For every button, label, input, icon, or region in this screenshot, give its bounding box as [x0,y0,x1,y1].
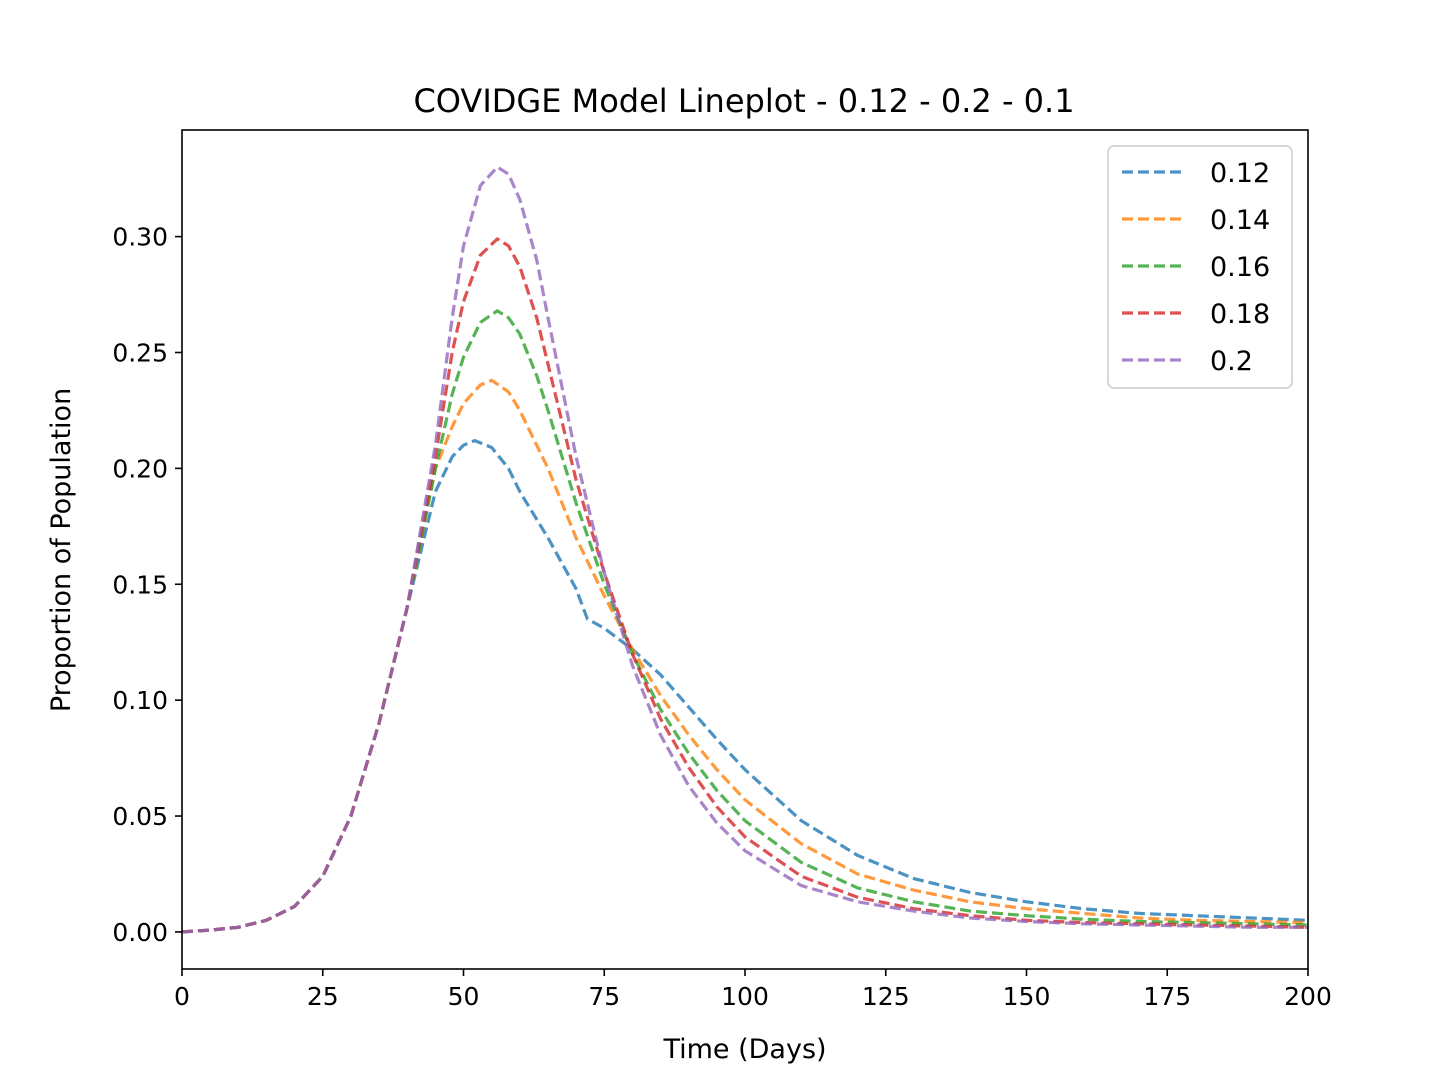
y-tick-label: 0.15 [112,570,168,599]
legend-label: 0.14 [1210,205,1270,236]
y-tick-label: 0.00 [112,918,168,947]
x-tick-label: 175 [1143,982,1191,1011]
chart-title: COVIDGE Model Lineplot - 0.12 - 0.2 - 0.… [413,82,1074,120]
legend-label: 0.12 [1210,158,1270,189]
series-line-1 [181,378,1309,934]
y-tick-label: 0.25 [112,338,168,367]
x-axis: 0 25 50 75 100 125 150 175 200 [174,969,1332,1011]
y-tick-label: 0.20 [112,454,168,483]
legend-label: 0.2 [1210,346,1253,377]
legend-label: 0.18 [1210,299,1270,330]
x-tick-label: 100 [721,982,769,1011]
legend-box [1107,145,1293,389]
legend-label: 0.16 [1210,252,1270,283]
x-tick-label: 25 [307,982,339,1011]
x-tick-label: 75 [588,982,620,1011]
y-axis: 0.00 0.05 0.10 0.15 0.20 0.25 0.30 [112,223,182,947]
series-layer [181,165,1309,934]
y-tick-label: 0.30 [112,223,168,252]
y-tick-label: 0.05 [112,802,168,831]
x-tick-label: 125 [862,982,910,1011]
legend: 0.12 0.14 0.16 0.18 0.2 [1107,145,1293,389]
x-tick-label: 50 [448,982,480,1011]
series-line-4 [181,165,1308,934]
y-axis-label: Proportion of Population [46,388,77,712]
x-tick-label: 200 [1284,982,1332,1011]
x-tick-label: 0 [174,982,190,1011]
x-axis-label: Time (Days) [662,1034,826,1065]
x-tick-label: 150 [1003,982,1051,1011]
y-tick-label: 0.10 [112,686,168,715]
